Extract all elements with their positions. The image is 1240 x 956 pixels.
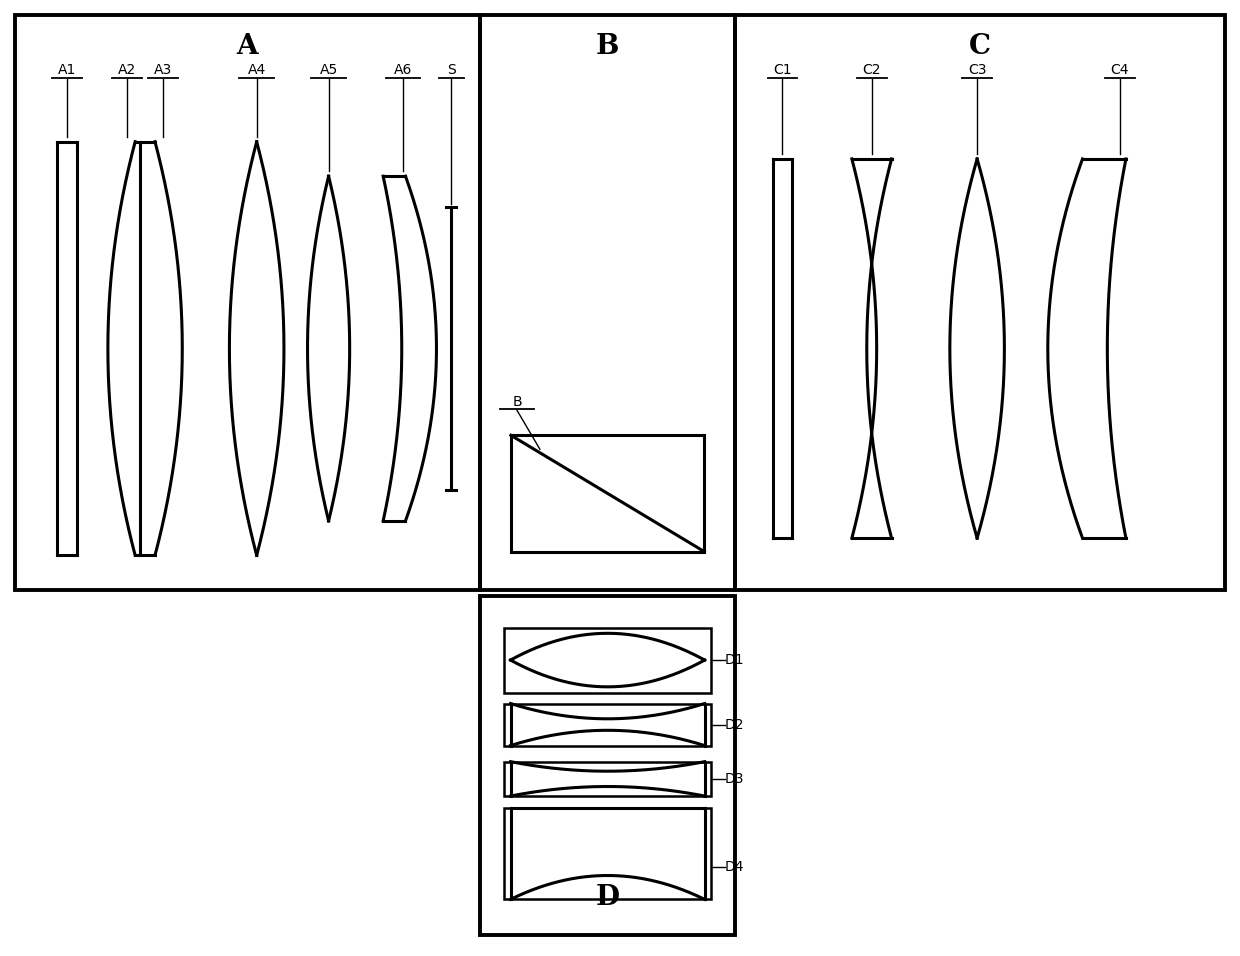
Text: C2: C2 (863, 63, 880, 77)
Text: C3: C3 (968, 63, 986, 77)
Text: B: B (596, 33, 619, 59)
Text: D: D (595, 884, 620, 911)
Text: B: B (512, 395, 522, 408)
Bar (480, 15, 735, 590)
Bar (480, 596, 735, 935)
Text: D4: D4 (724, 860, 744, 875)
Text: D3: D3 (724, 771, 744, 786)
Bar (505, 808, 711, 900)
Bar (511, 435, 704, 552)
Bar (735, 15, 1225, 590)
Text: A5: A5 (320, 63, 337, 77)
Text: A4: A4 (248, 63, 265, 77)
Text: A3: A3 (154, 63, 172, 77)
Text: D1: D1 (724, 653, 744, 667)
Text: C1: C1 (773, 63, 792, 77)
Bar (15, 15, 480, 590)
Bar (505, 762, 711, 796)
Bar (505, 627, 711, 692)
Text: D2: D2 (724, 718, 744, 731)
Text: S: S (446, 63, 456, 77)
Text: A6: A6 (394, 63, 412, 77)
Text: A1: A1 (58, 63, 76, 77)
Text: C4: C4 (1111, 63, 1128, 77)
Text: C: C (970, 33, 991, 59)
Text: A: A (237, 33, 258, 59)
Text: A2: A2 (118, 63, 136, 77)
Bar (505, 704, 711, 746)
